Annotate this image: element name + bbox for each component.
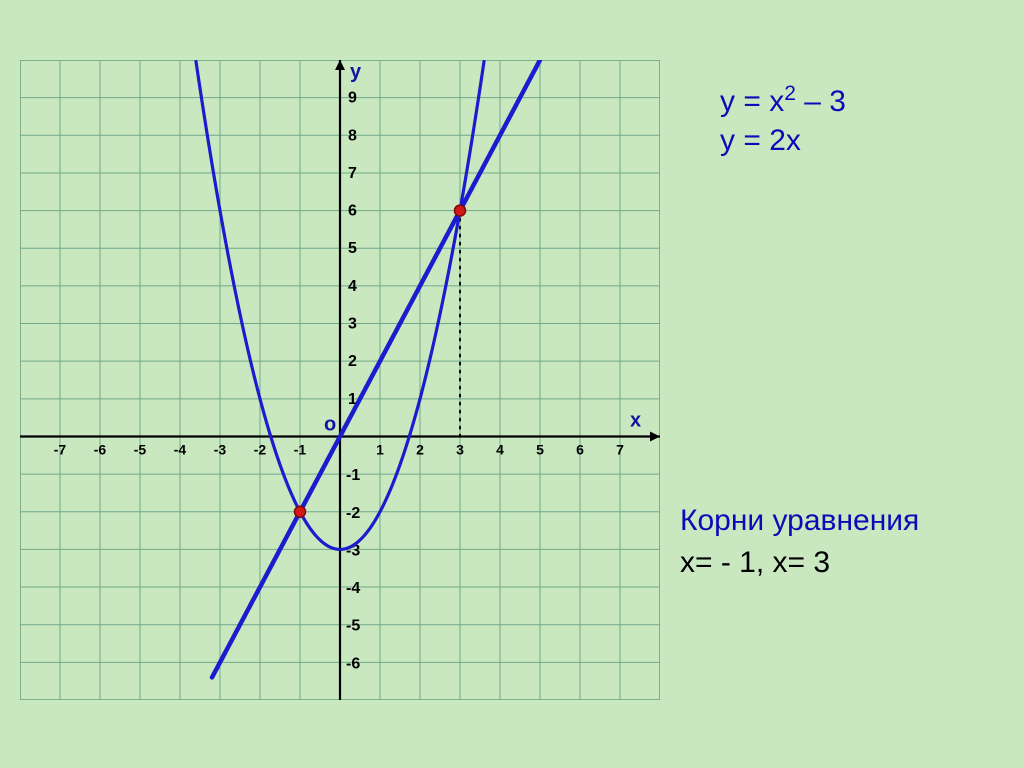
svg-text:2: 2	[416, 441, 424, 457]
svg-text:7: 7	[348, 165, 357, 182]
roots-block: Корни уравнения х= - 1, х= 3	[680, 500, 919, 584]
svg-text:-2: -2	[254, 441, 267, 457]
svg-text:-7: -7	[54, 441, 67, 457]
svg-text:1: 1	[376, 441, 384, 457]
eq1-part2: – 3	[796, 85, 846, 118]
roots-label: Корни уравнения	[680, 500, 919, 542]
svg-text:о: о	[324, 413, 336, 435]
svg-text:3: 3	[348, 316, 357, 333]
svg-text:-1: -1	[294, 441, 307, 457]
svg-text:4: 4	[348, 278, 357, 295]
svg-text:8: 8	[348, 127, 357, 144]
svg-text:-2: -2	[346, 505, 360, 522]
svg-text:-3: -3	[214, 441, 227, 457]
stage: ухо-7-6-5-4-3-2-11234567123456789-1-2-3-…	[0, 0, 1024, 768]
svg-text:-1: -1	[346, 467, 360, 484]
equation-line: у = 2х	[720, 121, 846, 160]
svg-text:-6: -6	[94, 441, 107, 457]
svg-text:3: 3	[456, 441, 464, 457]
eq1-part1: у = х	[720, 85, 784, 118]
intersection-point	[295, 506, 306, 517]
svg-text:6: 6	[576, 441, 584, 457]
svg-text:4: 4	[496, 441, 504, 457]
svg-text:-5: -5	[134, 441, 147, 457]
svg-text:5: 5	[348, 240, 357, 257]
equations-block: у = х2 – 3 у = 2х	[720, 80, 846, 160]
svg-text:х: х	[630, 409, 641, 431]
svg-text:-5: -5	[346, 618, 360, 635]
svg-text:2: 2	[348, 353, 357, 370]
svg-text:7: 7	[616, 441, 624, 457]
svg-text:9: 9	[348, 90, 357, 107]
graph-chart: ухо-7-6-5-4-3-2-11234567123456789-1-2-3-…	[20, 60, 660, 700]
intersection-point	[455, 205, 466, 216]
roots-value: х= - 1, х= 3	[680, 542, 919, 584]
svg-text:6: 6	[348, 203, 357, 220]
svg-text:-4: -4	[174, 441, 187, 457]
svg-text:5: 5	[536, 441, 544, 457]
equation-parabola: у = х2 – 3	[720, 80, 846, 121]
svg-text:у: у	[350, 61, 362, 83]
eq1-sup: 2	[784, 82, 796, 105]
svg-text:-6: -6	[346, 655, 360, 672]
svg-text:-4: -4	[346, 580, 360, 597]
